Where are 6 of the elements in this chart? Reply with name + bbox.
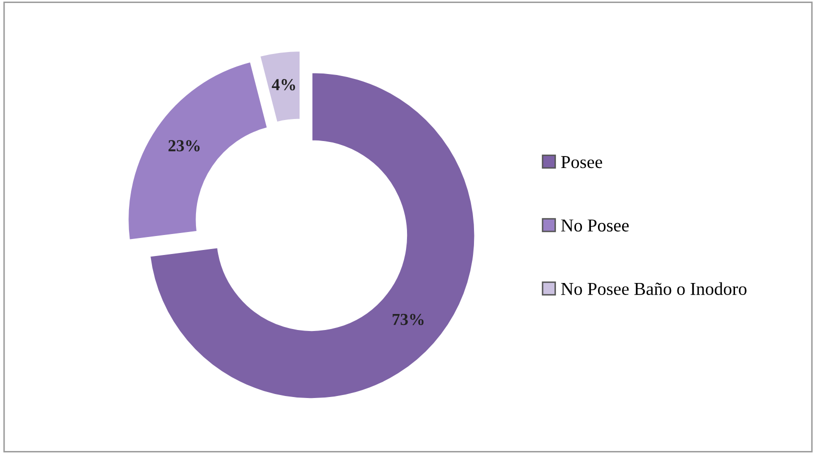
legend-label: Posee <box>561 156 602 168</box>
data-label: 4% <box>272 79 296 90</box>
legend-label: No Posee <box>561 220 629 232</box>
data-label: 23% <box>168 140 200 152</box>
data-label: 73% <box>392 314 424 326</box>
legend-label: No Posee Baño o Inodoro <box>561 282 746 296</box>
